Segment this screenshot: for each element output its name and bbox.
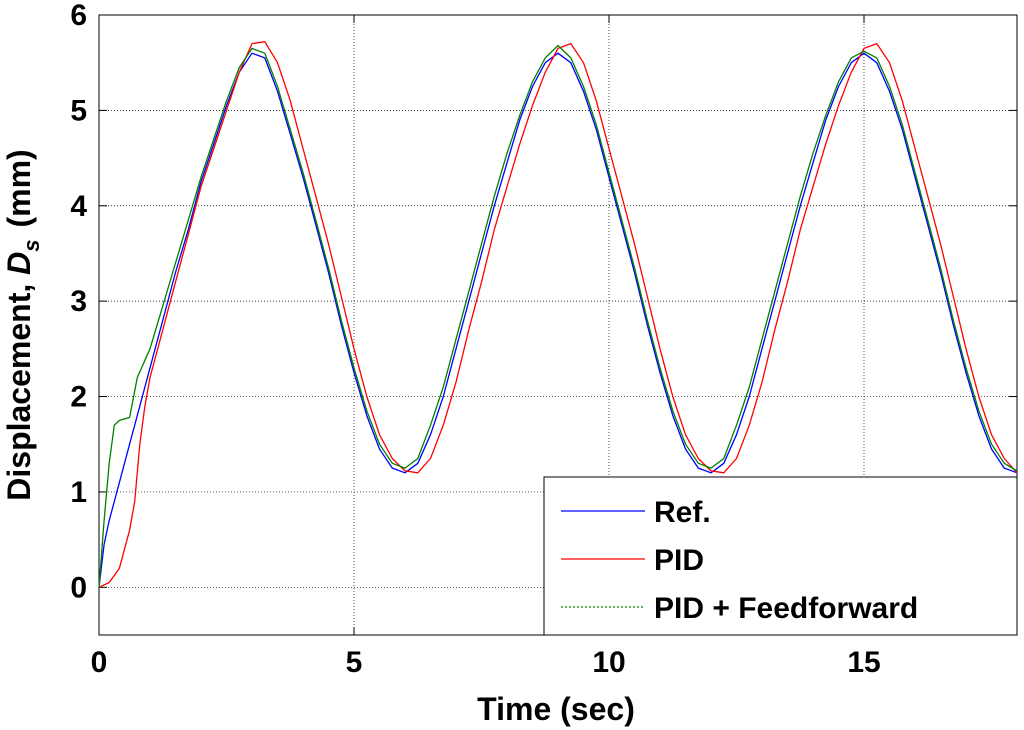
- series-ref: [98, 52, 1018, 588]
- series-lines: [98, 41, 1018, 588]
- y-tick-label: 2: [70, 381, 87, 414]
- legend-label: PID: [654, 544, 704, 577]
- series-pid-feedforward: [98, 44, 1018, 588]
- x-tick-label: 15: [847, 646, 880, 679]
- x-tick-label: 0: [91, 646, 108, 679]
- y-tick-label: 6: [70, 0, 87, 32]
- y-tick-label: 3: [70, 285, 87, 318]
- y-axis-label-unit: (mm): [1, 149, 37, 227]
- legend-label: Ref.: [654, 496, 711, 529]
- y-tick-label: 5: [70, 94, 87, 127]
- y-axis-ticks: 0 1 2 3 4 5 6: [70, 0, 1017, 604]
- legend: Ref. PID PID + Feedforward: [543, 476, 1018, 636]
- y-axis-label: Displacement, Ds (mm): [1, 149, 44, 500]
- y-axis-label-main: Displacement,: [1, 275, 37, 501]
- x-axis-label: Time (sec): [477, 691, 635, 727]
- x-axis-ticks: 0 5 10 15: [91, 15, 881, 679]
- y-tick-label: 0: [70, 571, 87, 604]
- series-line: [98, 41, 1018, 588]
- legend-item: PID: [561, 544, 704, 577]
- series-pid: [98, 41, 1018, 588]
- y-axis-label-variable: D: [1, 252, 37, 275]
- legend-item: PID + Feedforward: [561, 592, 918, 625]
- series-line: [98, 44, 1018, 588]
- x-tick-label: 5: [346, 646, 363, 679]
- legend-label: PID + Feedforward: [654, 592, 918, 625]
- y-axis-label-subscript: s: [19, 240, 44, 252]
- y-tick-label: 1: [70, 476, 87, 509]
- x-tick-label: 10: [592, 646, 625, 679]
- legend-box: [543, 476, 1018, 636]
- series-line: [98, 52, 1018, 588]
- y-tick-label: 4: [70, 190, 87, 223]
- legend-item: Ref.: [561, 496, 711, 529]
